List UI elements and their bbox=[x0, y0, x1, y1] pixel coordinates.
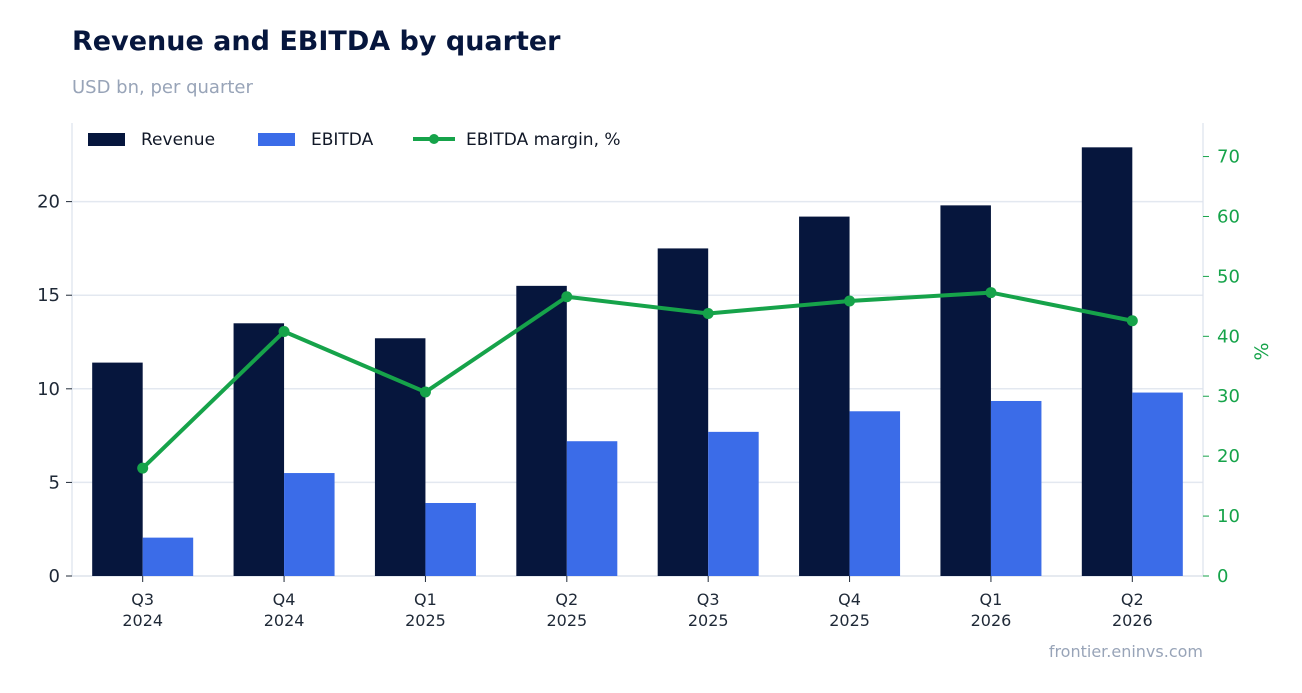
right-axis-ticks: 0 10 20 30 40 50 60 70 bbox=[1203, 147, 1240, 587]
x-tick-label-quarter: Q2 bbox=[1121, 590, 1144, 609]
left-tick-label: 10 bbox=[37, 379, 60, 400]
x-tick-label-quarter: Q1 bbox=[414, 590, 437, 609]
right-tick-label: 40 bbox=[1217, 326, 1240, 347]
legend-label: EBITDA bbox=[311, 130, 374, 150]
right-tick-label: 50 bbox=[1217, 266, 1240, 287]
margin-point bbox=[137, 462, 149, 474]
legend-marker bbox=[429, 134, 439, 144]
margin-line-series bbox=[137, 287, 1138, 474]
right-tick-label: 60 bbox=[1217, 206, 1240, 227]
legend-label: EBITDA margin, % bbox=[466, 130, 621, 150]
left-tick-label: 0 bbox=[49, 566, 60, 587]
x-tick-label-quarter: Q4 bbox=[273, 590, 296, 609]
x-axis-ticks: Q3 2024 Q4 2024 Q1 2025 Q2 2025 Q3 2025 Q4 2025 Q1 20… bbox=[122, 576, 1153, 630]
left-tick-label: 15 bbox=[37, 285, 60, 306]
x-tick-label-quarter: Q3 bbox=[131, 590, 154, 609]
legend-item: EBITDA margin, % bbox=[413, 130, 621, 150]
revenue-bar bbox=[92, 362, 143, 576]
margin-point bbox=[278, 326, 290, 338]
x-tick-label-quarter: Q1 bbox=[980, 590, 1003, 609]
x-tick-label-year: 2024 bbox=[264, 611, 305, 630]
x-tick-label-year: 2025 bbox=[546, 611, 587, 630]
x-tick-label-year: 2026 bbox=[1112, 611, 1153, 630]
bars bbox=[92, 147, 1183, 577]
right-tick-label: 0 bbox=[1217, 566, 1228, 587]
right-tick-label: 10 bbox=[1217, 506, 1240, 527]
left-axis-ticks: 0 5 10 15 20 bbox=[37, 192, 72, 587]
revenue-bar bbox=[940, 205, 991, 576]
legend-label: Revenue bbox=[141, 130, 215, 150]
right-tick-label: 20 bbox=[1217, 446, 1240, 467]
ebitda-bar bbox=[566, 441, 618, 576]
margin-point bbox=[1126, 315, 1138, 327]
margin-point bbox=[419, 386, 431, 398]
revenue-bar bbox=[799, 216, 850, 577]
legend-item: EBITDA bbox=[258, 130, 374, 150]
left-tick-label: 5 bbox=[49, 472, 60, 493]
x-tick-label-quarter: Q2 bbox=[555, 590, 578, 609]
chart-title: Revenue and EBITDA by quarter bbox=[72, 26, 561, 57]
margin-line bbox=[140, 290, 1135, 471]
ebitda-bar bbox=[708, 431, 759, 576]
x-tick-label-year: 2026 bbox=[971, 611, 1012, 630]
revenue-bar bbox=[657, 248, 709, 576]
chart-subtitle: USD bn, per quarter bbox=[72, 77, 253, 98]
margin-point bbox=[561, 291, 573, 303]
legend-item: Revenue bbox=[88, 130, 215, 150]
left-tick-label: 20 bbox=[37, 192, 60, 213]
x-tick-label-quarter: Q3 bbox=[697, 590, 720, 609]
x-tick-label-year: 2025 bbox=[829, 611, 870, 630]
revenue-bar bbox=[1081, 147, 1133, 576]
legend-swatch bbox=[88, 133, 125, 146]
revenue-bar bbox=[374, 338, 426, 576]
legend-swatch bbox=[258, 133, 295, 146]
revenue-bar bbox=[516, 285, 567, 576]
right-tick-label: 70 bbox=[1217, 147, 1240, 168]
x-tick-label-quarter: Q4 bbox=[838, 590, 861, 609]
margin-point bbox=[702, 308, 714, 320]
x-tick-label-year: 2025 bbox=[405, 611, 446, 630]
margin-point bbox=[844, 295, 856, 307]
ebitda-bar bbox=[284, 473, 335, 576]
ebitda-bar bbox=[425, 502, 476, 576]
legend: Revenue EBITDA EBITDA margin, % bbox=[88, 130, 621, 150]
watermark: frontier.eninvs.com bbox=[1048, 642, 1203, 661]
revenue-bar bbox=[233, 323, 285, 576]
right-axis-label: % bbox=[1251, 342, 1273, 360]
ebitda-bar bbox=[142, 537, 194, 576]
x-tick-label-year: 2024 bbox=[122, 611, 163, 630]
margin-point bbox=[985, 287, 997, 299]
ebitda-bar bbox=[1132, 392, 1183, 576]
ebitda-bar bbox=[849, 411, 901, 576]
x-tick-label-year: 2025 bbox=[688, 611, 729, 630]
ebitda-bar bbox=[990, 400, 1042, 576]
right-tick-label: 30 bbox=[1217, 386, 1240, 407]
